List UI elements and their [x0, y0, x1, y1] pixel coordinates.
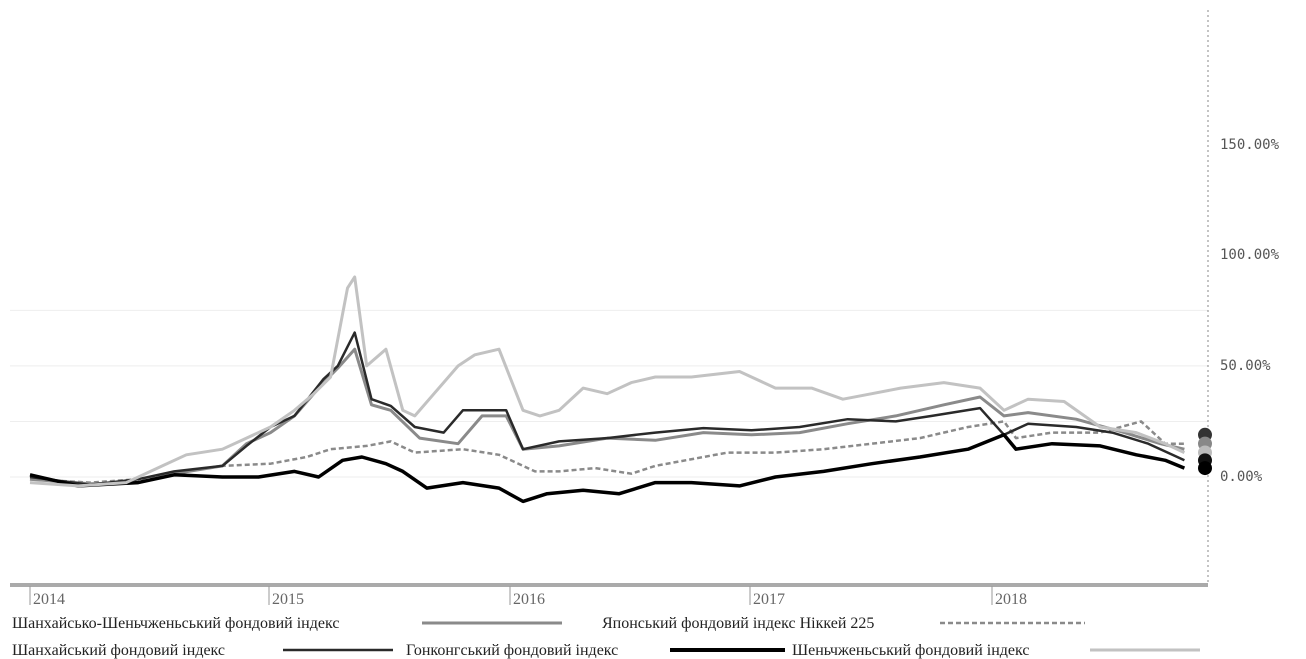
y-tick-labels: 150.00% 100.00% 50.00% 0.00%: [1220, 137, 1280, 485]
legend-label: Шеньчженьський фондовий індекс: [792, 642, 1030, 659]
series-end-marker: [1198, 461, 1212, 476]
x-tick-label: 2018: [995, 591, 1027, 608]
legend-label: Шанхайський фондовий індекс: [12, 642, 225, 659]
x-tick-label: 2016: [513, 591, 545, 608]
y-tick-label: 50.00%: [1220, 358, 1271, 374]
x-tick-label: 2014: [33, 591, 65, 608]
series-line: [29, 420, 1185, 484]
legend-label: Шанхайсько-Шеньчженьський фондовий індек…: [12, 615, 339, 632]
legend-item: Японський фондовий індекс Ніккей 225: [602, 615, 1085, 632]
legend-item: Шеньчженьський фондовий індекс: [792, 642, 1200, 659]
legend: Шанхайсько-Шеньчженьський фондовий індек…: [12, 615, 1200, 659]
end-markers: [1198, 427, 1212, 476]
legend-label: Гонконгський фондовий індекс: [406, 642, 618, 659]
series-line: [29, 331, 1185, 487]
series-line: [29, 433, 1186, 504]
x-tick-label: 2015: [272, 591, 304, 608]
legend-item: Шанхайський фондовий індекс: [12, 642, 393, 659]
legend-item: Шанхайсько-Шеньчженьський фондовий індек…: [12, 615, 562, 632]
x-tick-label: 2017: [753, 591, 785, 608]
y-tick-label: 150.00%: [1220, 137, 1280, 153]
y-tick-label: 100.00%: [1220, 247, 1280, 263]
series-line: [29, 275, 1186, 488]
series-lines: [29, 275, 1186, 504]
y-tick-label: 0.00%: [1220, 469, 1263, 485]
legend-item: Гонконгський фондовий індекс: [406, 642, 785, 659]
legend-label: Японський фондовий індекс Ніккей 225: [602, 615, 874, 632]
series-line: [29, 347, 1185, 486]
x-tick-labels: 2014 2015 2016 2017 2018: [29, 586, 1027, 608]
